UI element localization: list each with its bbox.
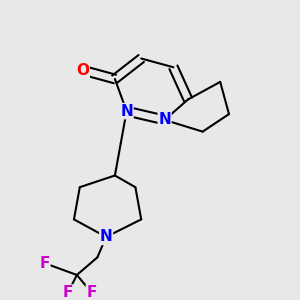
Text: N: N (100, 230, 112, 244)
Text: F: F (40, 256, 50, 271)
Text: N: N (120, 104, 133, 119)
Text: F: F (63, 285, 73, 300)
Text: N: N (158, 112, 171, 128)
Text: F: F (86, 285, 97, 300)
Text: O: O (76, 63, 89, 78)
